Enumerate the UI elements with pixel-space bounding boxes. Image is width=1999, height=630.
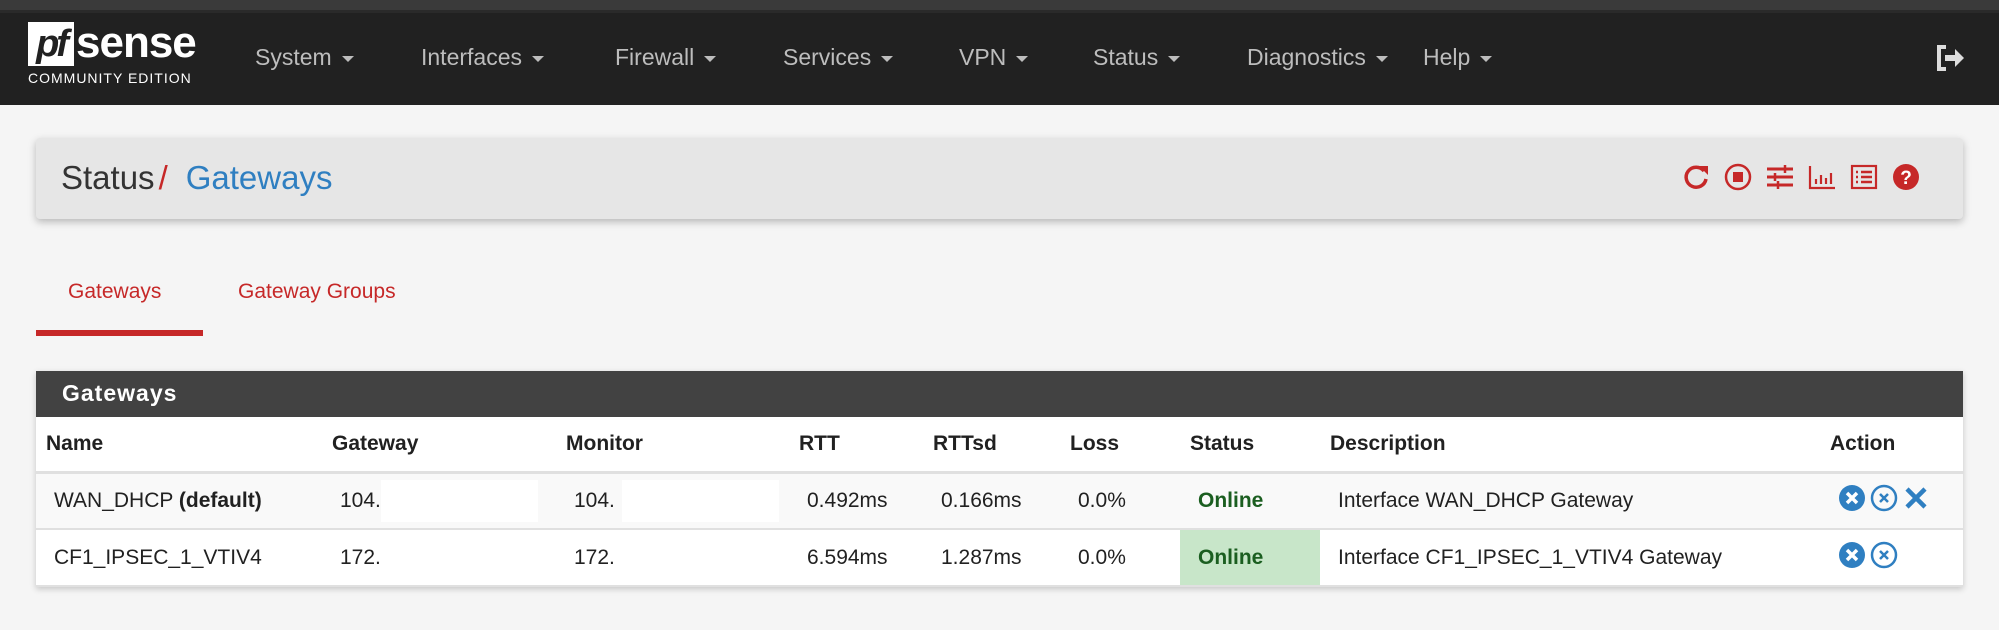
col-action: Action: [1820, 417, 1963, 474]
gateways-table: Name Gateway Monitor RTT RTTsd Loss Stat…: [36, 417, 1963, 587]
browser-strip: [0, 0, 1999, 13]
monitor-address: 104.: [556, 472, 789, 530]
status-badge: Online: [1180, 472, 1320, 530]
panel-title: Gateways: [36, 371, 1963, 417]
nav-interfaces[interactable]: Interfaces: [421, 44, 544, 71]
redaction: [622, 479, 779, 522]
actions: [1820, 529, 1963, 587]
loss: 0.0%: [1060, 529, 1180, 587]
nav-firewall[interactable]: Firewall: [615, 44, 717, 71]
rttsd: 0.166ms: [923, 472, 1060, 530]
gateway-name: CF1_IPSEC_1_VTIV4: [36, 529, 322, 587]
nav-system[interactable]: System: [255, 44, 354, 71]
col-rttsd: RTTsd: [923, 417, 1060, 474]
gateway-address: 104.: [322, 472, 556, 530]
kill-states-icon[interactable]: [1838, 541, 1866, 575]
delete-icon[interactable]: [1902, 484, 1930, 518]
svg-text:?: ?: [1900, 168, 1912, 189]
monitor-address: 172.: [556, 529, 789, 587]
col-description: Description: [1320, 417, 1820, 474]
loss: 0.0%: [1060, 472, 1180, 530]
nav-help[interactable]: Help: [1423, 44, 1493, 71]
navbar: [0, 13, 1999, 105]
reset-icon[interactable]: [1870, 484, 1898, 518]
caret-down-icon: [704, 55, 717, 62]
gateways-panel: Gateways Name Gateway Monitor RTT RTTsd …: [36, 371, 1963, 587]
col-monitor: Monitor: [556, 417, 789, 474]
caret-down-icon: [1168, 55, 1181, 62]
rtt: 6.594ms: [789, 529, 923, 587]
default-label: (default): [178, 488, 262, 512]
actions: [1820, 472, 1963, 530]
nav-status[interactable]: Status: [1093, 44, 1181, 71]
sign-out-icon[interactable]: [1935, 45, 1965, 71]
tab-gateway-groups[interactable]: Gateway Groups: [238, 280, 396, 303]
redaction: [381, 479, 538, 522]
tab-gateways[interactable]: Gateways: [68, 280, 162, 303]
edition-label: COMMUNITY EDITION: [28, 70, 192, 86]
caret-down-icon: [532, 55, 544, 62]
reset-icon[interactable]: [1870, 541, 1898, 575]
rttsd: 1.287ms: [923, 529, 1060, 587]
nav-diagnostics[interactable]: Diagnostics: [1247, 44, 1388, 71]
caret-down-icon: [1016, 55, 1029, 62]
breadcrumb-bar: Status / Gateways ?: [36, 138, 1963, 219]
description: Interface WAN_DHCP Gateway: [1320, 472, 1820, 530]
col-gateway: Gateway: [322, 417, 556, 474]
active-tab-indicator: [36, 330, 203, 336]
nav-vpn[interactable]: VPN: [959, 44, 1029, 71]
caret-down-icon: [341, 55, 354, 62]
stop-circle-icon[interactable]: [1723, 162, 1753, 192]
description: Interface CF1_IPSEC_1_VTIV4 Gateway: [1320, 529, 1820, 587]
gateway-name: WAN_DHCP (default): [36, 472, 322, 530]
sliders-icon[interactable]: [1765, 162, 1795, 192]
breadcrumb-parent[interactable]: Status: [61, 159, 155, 196]
table-row: CF1_IPSEC_1_VTIV4 172. 172. 6.594ms 1.287ms…: [36, 529, 1963, 587]
nav-services[interactable]: Services: [783, 44, 894, 71]
refresh-icon[interactable]: [1681, 162, 1711, 192]
col-status: Status: [1180, 417, 1320, 474]
breadcrumb-current[interactable]: Gateways: [185, 159, 333, 196]
col-loss: Loss: [1060, 417, 1180, 474]
pfsense-logo[interactable]: pf sense COMMUNITY EDITION: [28, 18, 197, 86]
gateway-address: 172.: [322, 529, 556, 587]
caret-down-icon: [1480, 55, 1493, 62]
table-row: WAN_DHCP (default) 104. 104. 0.492ms 0.166ms…: [36, 472, 1963, 530]
kill-states-icon[interactable]: [1838, 484, 1866, 518]
list-icon[interactable]: [1849, 162, 1879, 192]
status-badge: Online: [1180, 529, 1320, 587]
col-rtt: RTT: [789, 417, 923, 474]
breadcrumb: Status / Gateways: [61, 159, 333, 196]
help-icon[interactable]: ?: [1891, 162, 1921, 192]
rtt: 0.492ms: [789, 472, 923, 530]
bar-chart-icon[interactable]: [1807, 162, 1837, 192]
caret-down-icon: [881, 55, 894, 62]
col-name: Name: [36, 417, 322, 474]
caret-down-icon: [1375, 55, 1388, 62]
